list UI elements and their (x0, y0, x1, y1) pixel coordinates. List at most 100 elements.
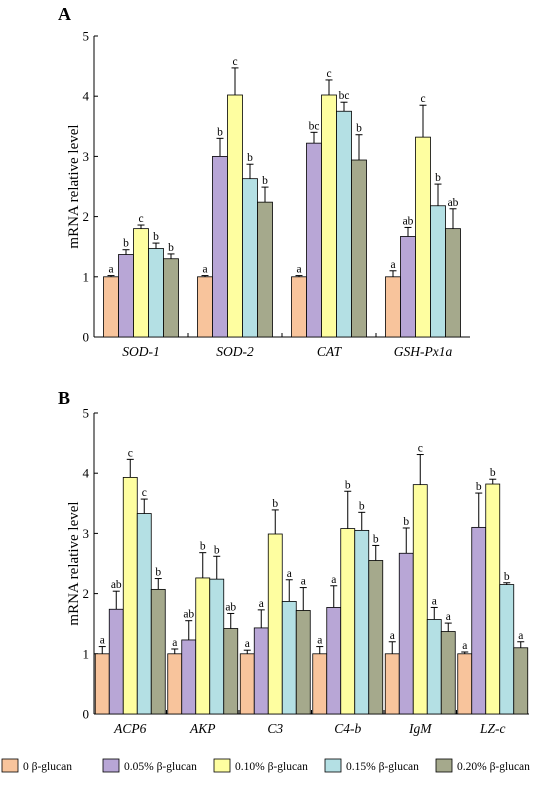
bar (223, 628, 239, 715)
bar (384, 653, 400, 715)
significance-letter: b (359, 500, 365, 512)
y-tick-label: 5 (83, 29, 90, 44)
significance-letter: b (373, 533, 379, 545)
bar (253, 627, 269, 715)
bar (267, 533, 283, 715)
significance-letter: b (247, 152, 253, 164)
bar (212, 155, 228, 338)
bar (385, 276, 401, 338)
bar (415, 136, 431, 338)
significance-letter: c (326, 68, 331, 80)
significance-letter: b (490, 467, 496, 479)
bar (242, 178, 258, 338)
legend-swatch (435, 758, 453, 773)
significance-letter: a (202, 264, 207, 276)
legend: 0 β-glucan 0.05% β-glucan 0.10% β-glucan 0.… (1, 758, 530, 773)
bar (195, 577, 211, 715)
y-tick-label: 4 (83, 89, 90, 104)
significance-letter: b (200, 541, 206, 553)
bar (181, 639, 197, 715)
bar (136, 513, 152, 715)
category-label: AKP (189, 721, 216, 736)
bar (499, 584, 515, 715)
y-tick-label: 1 (83, 646, 90, 661)
significance-letter: a (446, 611, 451, 623)
bar (368, 560, 384, 715)
y-tick-label: 4 (83, 466, 90, 481)
significance-letter: bc (309, 120, 320, 132)
significance-letter: a (518, 630, 523, 642)
bar (336, 110, 352, 338)
significance-letter: b (403, 516, 409, 528)
legend-label: 0.10% β-glucan (235, 761, 308, 773)
significance-letter: a (462, 640, 467, 652)
bar (326, 607, 342, 715)
y-axis-label: mRNA relative level (66, 124, 82, 248)
significance-letter: c (142, 487, 147, 499)
y-axis-label: mRNA relative level (66, 501, 82, 625)
bar (118, 254, 134, 338)
y-tick-label: 0 (83, 707, 90, 722)
bar (351, 159, 367, 338)
significance-letter: b (262, 175, 268, 187)
significance-letter: a (317, 635, 322, 647)
significance-letter: a (301, 576, 306, 588)
significance-letter: bc (339, 90, 350, 102)
bar (150, 588, 166, 715)
legend-label: 0.20% β-glucan (457, 761, 530, 773)
bar (398, 552, 414, 715)
category-label: SOD-1 (122, 344, 160, 359)
bar (321, 94, 337, 338)
significance-letter: a (172, 637, 177, 649)
bar (400, 236, 416, 338)
bar (257, 201, 273, 338)
legend-swatch (1, 758, 19, 773)
significance-letter: a (331, 574, 336, 586)
bar (485, 483, 501, 715)
significance-letter: b (168, 242, 174, 254)
category-label: GSH-Px1a (394, 344, 453, 359)
bar (163, 258, 179, 338)
bar (281, 601, 297, 715)
y-tick-label: 3 (83, 526, 90, 541)
panel-letter: A (58, 4, 71, 24)
legend-swatch (213, 758, 231, 773)
legend-label: 0.05% β-glucan (124, 761, 197, 773)
significance-letter: b (155, 567, 161, 579)
legend-label: 0 β-glucan (23, 761, 72, 773)
bar (227, 94, 243, 338)
significance-letter: ab (448, 197, 459, 209)
bar (291, 276, 307, 338)
significance-letter: a (259, 598, 264, 610)
significance-letter: b (345, 479, 351, 491)
significance-letter: ab (403, 215, 414, 227)
significance-letter: a (108, 264, 113, 276)
bar (197, 276, 213, 338)
bar (426, 619, 442, 715)
significance-letter: a (432, 595, 437, 607)
significance-letter: ab (225, 601, 236, 613)
category-label: ACP6 (113, 721, 146, 736)
bar (148, 248, 164, 338)
significance-letter: b (153, 231, 159, 243)
category-label: LZ-c (479, 721, 506, 736)
significance-letter: c (232, 56, 237, 68)
bar (209, 578, 225, 715)
bar (103, 276, 119, 338)
y-tick-label: 2 (83, 209, 90, 224)
category-label: SOD-2 (216, 344, 254, 359)
significance-letter: b (123, 238, 129, 250)
bar (440, 631, 456, 715)
significance-letter: b (272, 498, 278, 510)
legend-swatch (102, 758, 120, 773)
bar (94, 653, 110, 715)
panel-letter: B (58, 388, 70, 408)
y-tick-label: 5 (83, 406, 90, 421)
bar (471, 526, 487, 715)
category-label: C3 (267, 721, 283, 736)
significance-letter: b (435, 172, 441, 184)
significance-letter: ab (111, 579, 122, 591)
